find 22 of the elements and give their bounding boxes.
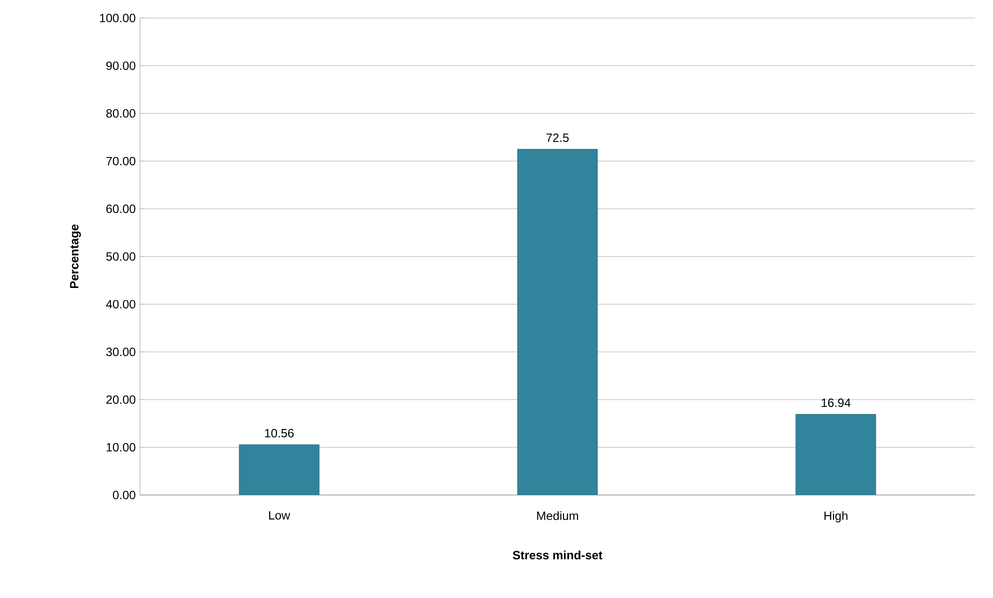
y-tick-label: 40.00 bbox=[106, 300, 136, 308]
bar bbox=[238, 444, 320, 495]
bar bbox=[796, 414, 876, 495]
y-tick-label: 60.00 bbox=[106, 204, 136, 214]
y-tick-label: 80.00 bbox=[106, 109, 136, 118]
y-axis-title: Percentage bbox=[70, 224, 81, 288]
y-tick-label: 50.00 bbox=[106, 252, 136, 261]
data-label: 10.56 bbox=[265, 428, 294, 438]
y-tick-label: 90.00 bbox=[106, 61, 136, 70]
x-tick-label: Medium bbox=[537, 511, 578, 520]
x-tick-label: Low bbox=[269, 511, 290, 520]
y-tick-label: 10.00 bbox=[106, 443, 136, 452]
bar bbox=[517, 148, 598, 495]
x-axis-title: Stress mind-set bbox=[512, 550, 602, 560]
y-tick-label: 30.00 bbox=[106, 348, 136, 356]
y-tick-label: 70.00 bbox=[106, 156, 136, 166]
y-tick-label: 0.00 bbox=[112, 490, 136, 500]
y-tick-label: 20.00 bbox=[106, 395, 136, 404]
y-tick-label: 100.00 bbox=[100, 14, 136, 22]
data-label: 72.5 bbox=[546, 133, 569, 142]
x-tick-label: High bbox=[824, 511, 848, 522]
data-label: 16.94 bbox=[822, 398, 851, 408]
